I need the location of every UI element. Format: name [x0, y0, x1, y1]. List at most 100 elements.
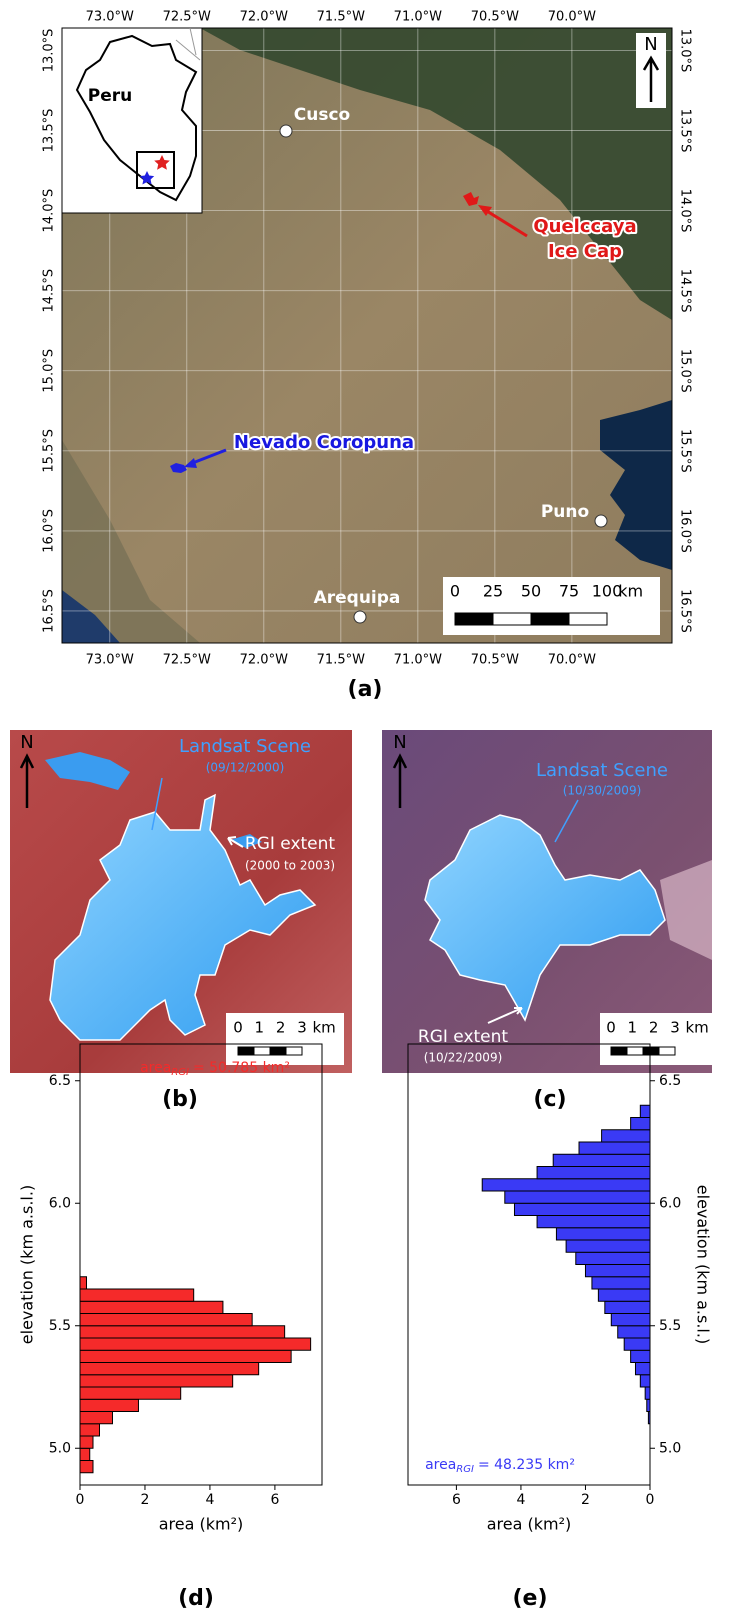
rgi-date: (2000 to 2003) — [245, 859, 335, 873]
north-label: N — [20, 732, 33, 753]
bar — [576, 1252, 650, 1264]
panel-c: N Landsat Scene (10/30/2009) RGI extent … — [382, 730, 712, 1073]
bar — [80, 1387, 181, 1399]
y-axis-label: elevation (km a.s.l.) — [18, 1185, 37, 1344]
plot-frame — [80, 1044, 322, 1485]
scene-date: (10/30/2009) — [563, 784, 642, 798]
bar — [80, 1363, 259, 1375]
bar — [80, 1461, 93, 1473]
x-axis-label: area (km²) — [487, 1515, 572, 1534]
y-tick-label: 13.5°S — [42, 109, 57, 153]
y-tick-label: 16.0°S — [678, 509, 693, 553]
scale-segment — [643, 1047, 659, 1055]
y-tick-label: 5.0 — [659, 1440, 681, 1456]
bar — [631, 1118, 650, 1130]
scale-segment — [627, 1047, 643, 1055]
city-marker — [354, 611, 366, 623]
inset-label: Peru — [88, 86, 132, 106]
scale-label: 0 — [606, 1019, 616, 1037]
x-tick-label: 72.5°W — [163, 10, 211, 25]
scale-label: 3 — [670, 1019, 680, 1037]
scale-segment — [531, 613, 569, 625]
bar — [537, 1216, 650, 1228]
north-label: N — [644, 34, 657, 55]
bar — [80, 1424, 99, 1436]
rgi-label: RGI extent — [245, 834, 336, 854]
bar — [624, 1338, 650, 1350]
north-label: N — [393, 732, 406, 753]
annotation-text: area — [140, 1060, 171, 1076]
bar — [80, 1314, 252, 1326]
bar — [80, 1326, 285, 1338]
bar — [618, 1326, 650, 1338]
bar — [80, 1350, 291, 1362]
city-label: Arequipa — [314, 588, 401, 608]
scale-label: 50 — [521, 582, 541, 601]
bar — [80, 1301, 223, 1313]
annotation: areaRGI = 48.235 km² — [425, 1457, 575, 1475]
scale-label: 25 — [483, 582, 503, 601]
scale-segment — [611, 1047, 627, 1055]
panel-label: (e) — [512, 1586, 547, 1611]
scale-label: 0 — [450, 582, 460, 601]
x-tick-label: 70.0°W — [548, 10, 596, 25]
panel-label: (c) — [533, 1087, 566, 1112]
bar — [80, 1289, 194, 1301]
annotation-text: = 50.785 km² — [193, 1060, 290, 1076]
glacier-label: Nevado Coropuna — [234, 432, 414, 453]
bar — [631, 1350, 650, 1362]
y-tick-label: 16.0°S — [42, 509, 57, 553]
scene-label: Landsat Scene — [536, 760, 668, 781]
bar — [514, 1203, 650, 1215]
x-tick-label: 70.0°W — [548, 653, 596, 668]
x-tick-label: 2 — [581, 1492, 590, 1508]
y-tick-label: 13.0°S — [678, 29, 693, 73]
bar — [537, 1167, 650, 1179]
x-axis-label: area (km²) — [159, 1515, 244, 1534]
scale-unit: km — [313, 1019, 336, 1037]
y-tick-label: 15.5°S — [678, 429, 693, 473]
city-marker — [595, 515, 607, 527]
y-tick-label: 15.0°S — [42, 349, 57, 393]
scale-label: 2 — [649, 1019, 659, 1037]
scale-segment — [493, 613, 531, 625]
x-tick-label: 73.0°W — [86, 10, 134, 25]
glacier-label: Ice Cap — [548, 241, 622, 262]
bar — [566, 1240, 650, 1252]
scale-label: 2 — [276, 1019, 286, 1037]
x-tick-label: 4 — [205, 1492, 214, 1508]
bar — [605, 1301, 650, 1313]
annotation: areaRGI= 50.785 km² — [140, 1060, 290, 1078]
x-tick-label: 71.0°W — [394, 10, 442, 25]
y-tick-label: 6.5 — [659, 1073, 681, 1089]
y-tick-label: 16.5°S — [678, 589, 693, 633]
x-tick-label: 72.5°W — [163, 653, 211, 668]
bar — [645, 1387, 650, 1399]
x-tick-label: 6 — [452, 1492, 461, 1508]
scale-segment — [254, 1047, 270, 1055]
scale-label: 1 — [255, 1019, 265, 1037]
x-tick-label: 71.5°W — [317, 10, 365, 25]
y-tick-label: 13.0°S — [42, 29, 57, 73]
panel-label: (a) — [348, 677, 383, 702]
figure: Peru N Cusco Puno Arequipa Quelccaya Ice… — [0, 0, 734, 1614]
bar — [556, 1228, 650, 1240]
bar — [80, 1338, 311, 1350]
scale-segment — [659, 1047, 675, 1055]
city-label: Cusco — [294, 105, 350, 125]
y-tick-label: 13.5°S — [678, 109, 693, 153]
y-tick-label: 14.5°S — [42, 269, 57, 313]
rgi-date: (10/22/2009) — [424, 1051, 503, 1065]
x-tick-label: 0 — [76, 1492, 85, 1508]
scale-label: 1 — [628, 1019, 638, 1037]
annotation-text: = 48.235 km² — [478, 1457, 575, 1473]
annotation-text: area — [425, 1457, 456, 1473]
x-tick-label: 4 — [516, 1492, 525, 1508]
scale-unit: km — [618, 582, 643, 601]
y-tick-label: 16.5°S — [42, 589, 57, 633]
annotation-subscript: RGI — [456, 1464, 474, 1475]
bar — [585, 1265, 650, 1277]
glacier-label: Quelccaya — [533, 216, 636, 237]
scale-segment — [455, 613, 493, 625]
